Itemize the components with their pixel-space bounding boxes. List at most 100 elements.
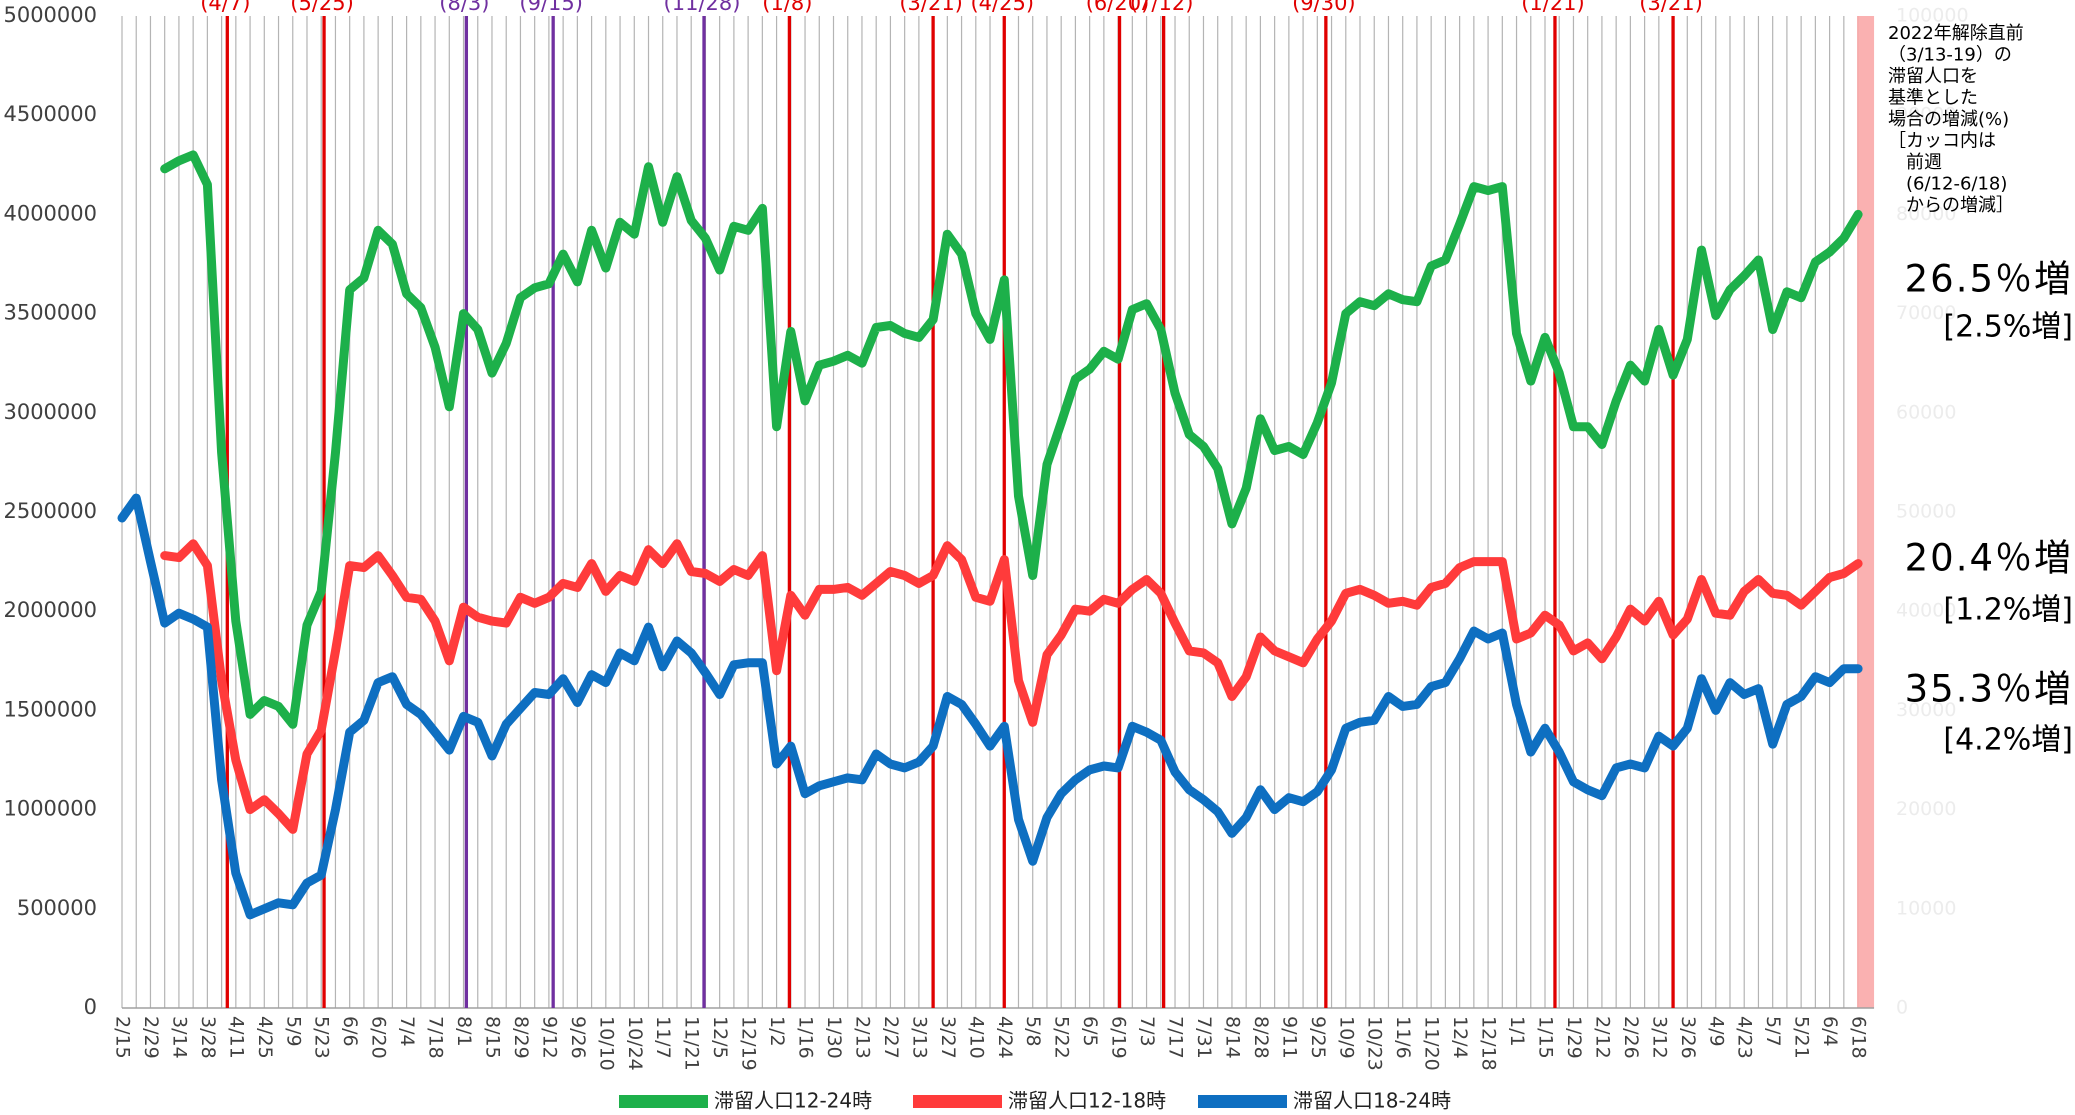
y2-tick-label: 70000 [1896, 302, 1956, 324]
x-tick-label: 4/25 [254, 1016, 276, 1059]
x-tick-label: 10/9 [1335, 1016, 1357, 1059]
x-tick-label: 6/4 [1819, 1016, 1841, 1047]
x-tick-label: 12/5 [709, 1016, 731, 1059]
event-label: (3/21) [899, 0, 963, 15]
result-total: 35.3％増 [1905, 668, 2073, 711]
event-label: (3/21) [1639, 0, 1703, 15]
x-tick-label: 9/25 [1307, 1016, 1329, 1059]
y2-tick-label: 0 [1896, 997, 1908, 1019]
annotation-line: ［カッコ内は [1888, 131, 1996, 152]
y2-tick-label: 50000 [1896, 501, 1956, 523]
x-tick-label: 2/27 [880, 1016, 902, 1059]
x-tick-label: 6/6 [339, 1016, 361, 1047]
x-tick-label: 9/26 [567, 1016, 589, 1059]
x-tick-label: 5/21 [1791, 1016, 1813, 1059]
x-tick-label: 2/12 [1591, 1016, 1613, 1059]
x-tick-label: 1/16 [795, 1016, 817, 1059]
x-tick-label: 8/14 [1221, 1016, 1243, 1059]
legend-label: 滞留人口12-18時 [1008, 1089, 1166, 1113]
x-tick-label: 3/13 [908, 1016, 930, 1059]
y2-tick-label: 90000 [1896, 104, 1956, 126]
y-tick-label: 500000 [17, 896, 97, 920]
annotation-line: 基準とした [1888, 88, 1978, 109]
series-line [160, 539, 1863, 834]
event-label: (11/28) [664, 0, 741, 15]
event-label: (9/30) [1292, 0, 1356, 15]
x-tick-label: 1/30 [823, 1016, 845, 1059]
x-tick-label: 4/11 [225, 1016, 247, 1059]
x-tick-label: 10/23 [1364, 1016, 1386, 1071]
result-total: 20.4％増 [1905, 537, 2073, 580]
annotation-line: 前週 [1888, 152, 1942, 173]
x-tick-label: 8/28 [1250, 1016, 1272, 1059]
x-tick-label: 7/4 [396, 1016, 418, 1047]
x-tick-label: 2/13 [851, 1016, 873, 1059]
result-weekly: [1.2%増] [1943, 593, 2073, 628]
x-tick-label: 8/29 [510, 1016, 532, 1059]
x-tick-label: 11/6 [1392, 1016, 1414, 1059]
series-line [117, 493, 1863, 920]
x-tick-label: 3/14 [168, 1016, 190, 1059]
y-tick-label: 0 [84, 995, 97, 1019]
x-tick-label: 1/29 [1563, 1016, 1585, 1059]
x-tick-label: 7/17 [1165, 1016, 1187, 1059]
legend-swatch [619, 1095, 708, 1108]
x-tick-label: 9/12 [538, 1016, 560, 1059]
x-tick-label: 6/19 [1108, 1016, 1130, 1059]
y-tick-label: 1500000 [3, 697, 97, 721]
x-tick-label: 1/1 [1506, 1016, 1528, 1047]
x-tick-label: 5/23 [311, 1016, 333, 1059]
y-tick-label: 4000000 [3, 201, 97, 225]
y-tick-label: 4500000 [3, 102, 97, 126]
x-tick-label: 7/3 [1136, 1016, 1158, 1047]
x-tick-label: 7/31 [1193, 1016, 1215, 1059]
highlight-band [1857, 16, 1875, 1008]
x-tick-label: 1/2 [766, 1016, 788, 1047]
annotation-line: からの増減］ [1888, 195, 2014, 216]
x-tick-label: 9/11 [1278, 1016, 1300, 1059]
y2-tick-label: 40000 [1896, 600, 1956, 622]
y-tick-label: 2000000 [3, 598, 97, 622]
y2-tick-label: 10000 [1896, 897, 1956, 919]
x-tick-label: 8/1 [453, 1016, 475, 1047]
x-tick-label: 5/8 [1022, 1016, 1044, 1047]
x-tick-label: 1/15 [1535, 1016, 1557, 1059]
x-tick-label: 4/24 [994, 1016, 1016, 1059]
x-tick-label: 6/18 [1848, 1016, 1870, 1059]
x-tick-label: 12/4 [1449, 1016, 1471, 1059]
y2-tick-label: 30000 [1896, 699, 1956, 721]
legend-swatch [1198, 1095, 1287, 1108]
event-label: (6/20) [1086, 0, 1150, 15]
x-tick-label: 5/9 [282, 1016, 304, 1047]
x-tick-label: 8/15 [481, 1016, 503, 1059]
x-tick-label: 4/23 [1734, 1016, 1756, 1059]
x-tick-label: 12/19 [738, 1016, 760, 1071]
annotation-line: （3/13-19）の [1888, 45, 2012, 66]
x-tick-label: 5/22 [1051, 1016, 1073, 1059]
x-tick-label: 11/20 [1421, 1016, 1443, 1071]
annotation-line: 場合の増減(%) [1888, 109, 2009, 130]
x-tick-label: 10/24 [624, 1016, 646, 1071]
y-tick-label: 3500000 [3, 301, 97, 325]
annotation-line: 滞留人口を [1888, 66, 1978, 87]
x-tick-label: 3/28 [197, 1016, 219, 1059]
y2-tick-label: 20000 [1896, 798, 1956, 820]
x-tick-label: 2/15 [112, 1016, 134, 1059]
x-tick-label: 11/7 [652, 1016, 674, 1059]
result-weekly: [2.5%増] [1943, 310, 2073, 345]
x-tick-label: 3/27 [937, 1016, 959, 1059]
legend-swatch [913, 1095, 1002, 1108]
event-label: (9/15) [519, 0, 583, 15]
y2-tick-label: 60000 [1896, 401, 1956, 423]
event-label: (5/25) [290, 0, 354, 15]
y-tick-label: 1000000 [3, 797, 97, 821]
result-total: 26.5％増 [1905, 258, 2073, 301]
annotation-line: 2022年解除直前 [1888, 23, 2024, 44]
event-label: (4/7) [200, 0, 250, 15]
legend-label: 滞留人口18-24時 [1293, 1089, 1451, 1113]
x-tick-label: 10/10 [595, 1016, 617, 1071]
event-label: (1/21) [1521, 0, 1585, 15]
y-tick-label: 2500000 [3, 499, 97, 523]
x-tick-label: 3/12 [1648, 1016, 1670, 1059]
